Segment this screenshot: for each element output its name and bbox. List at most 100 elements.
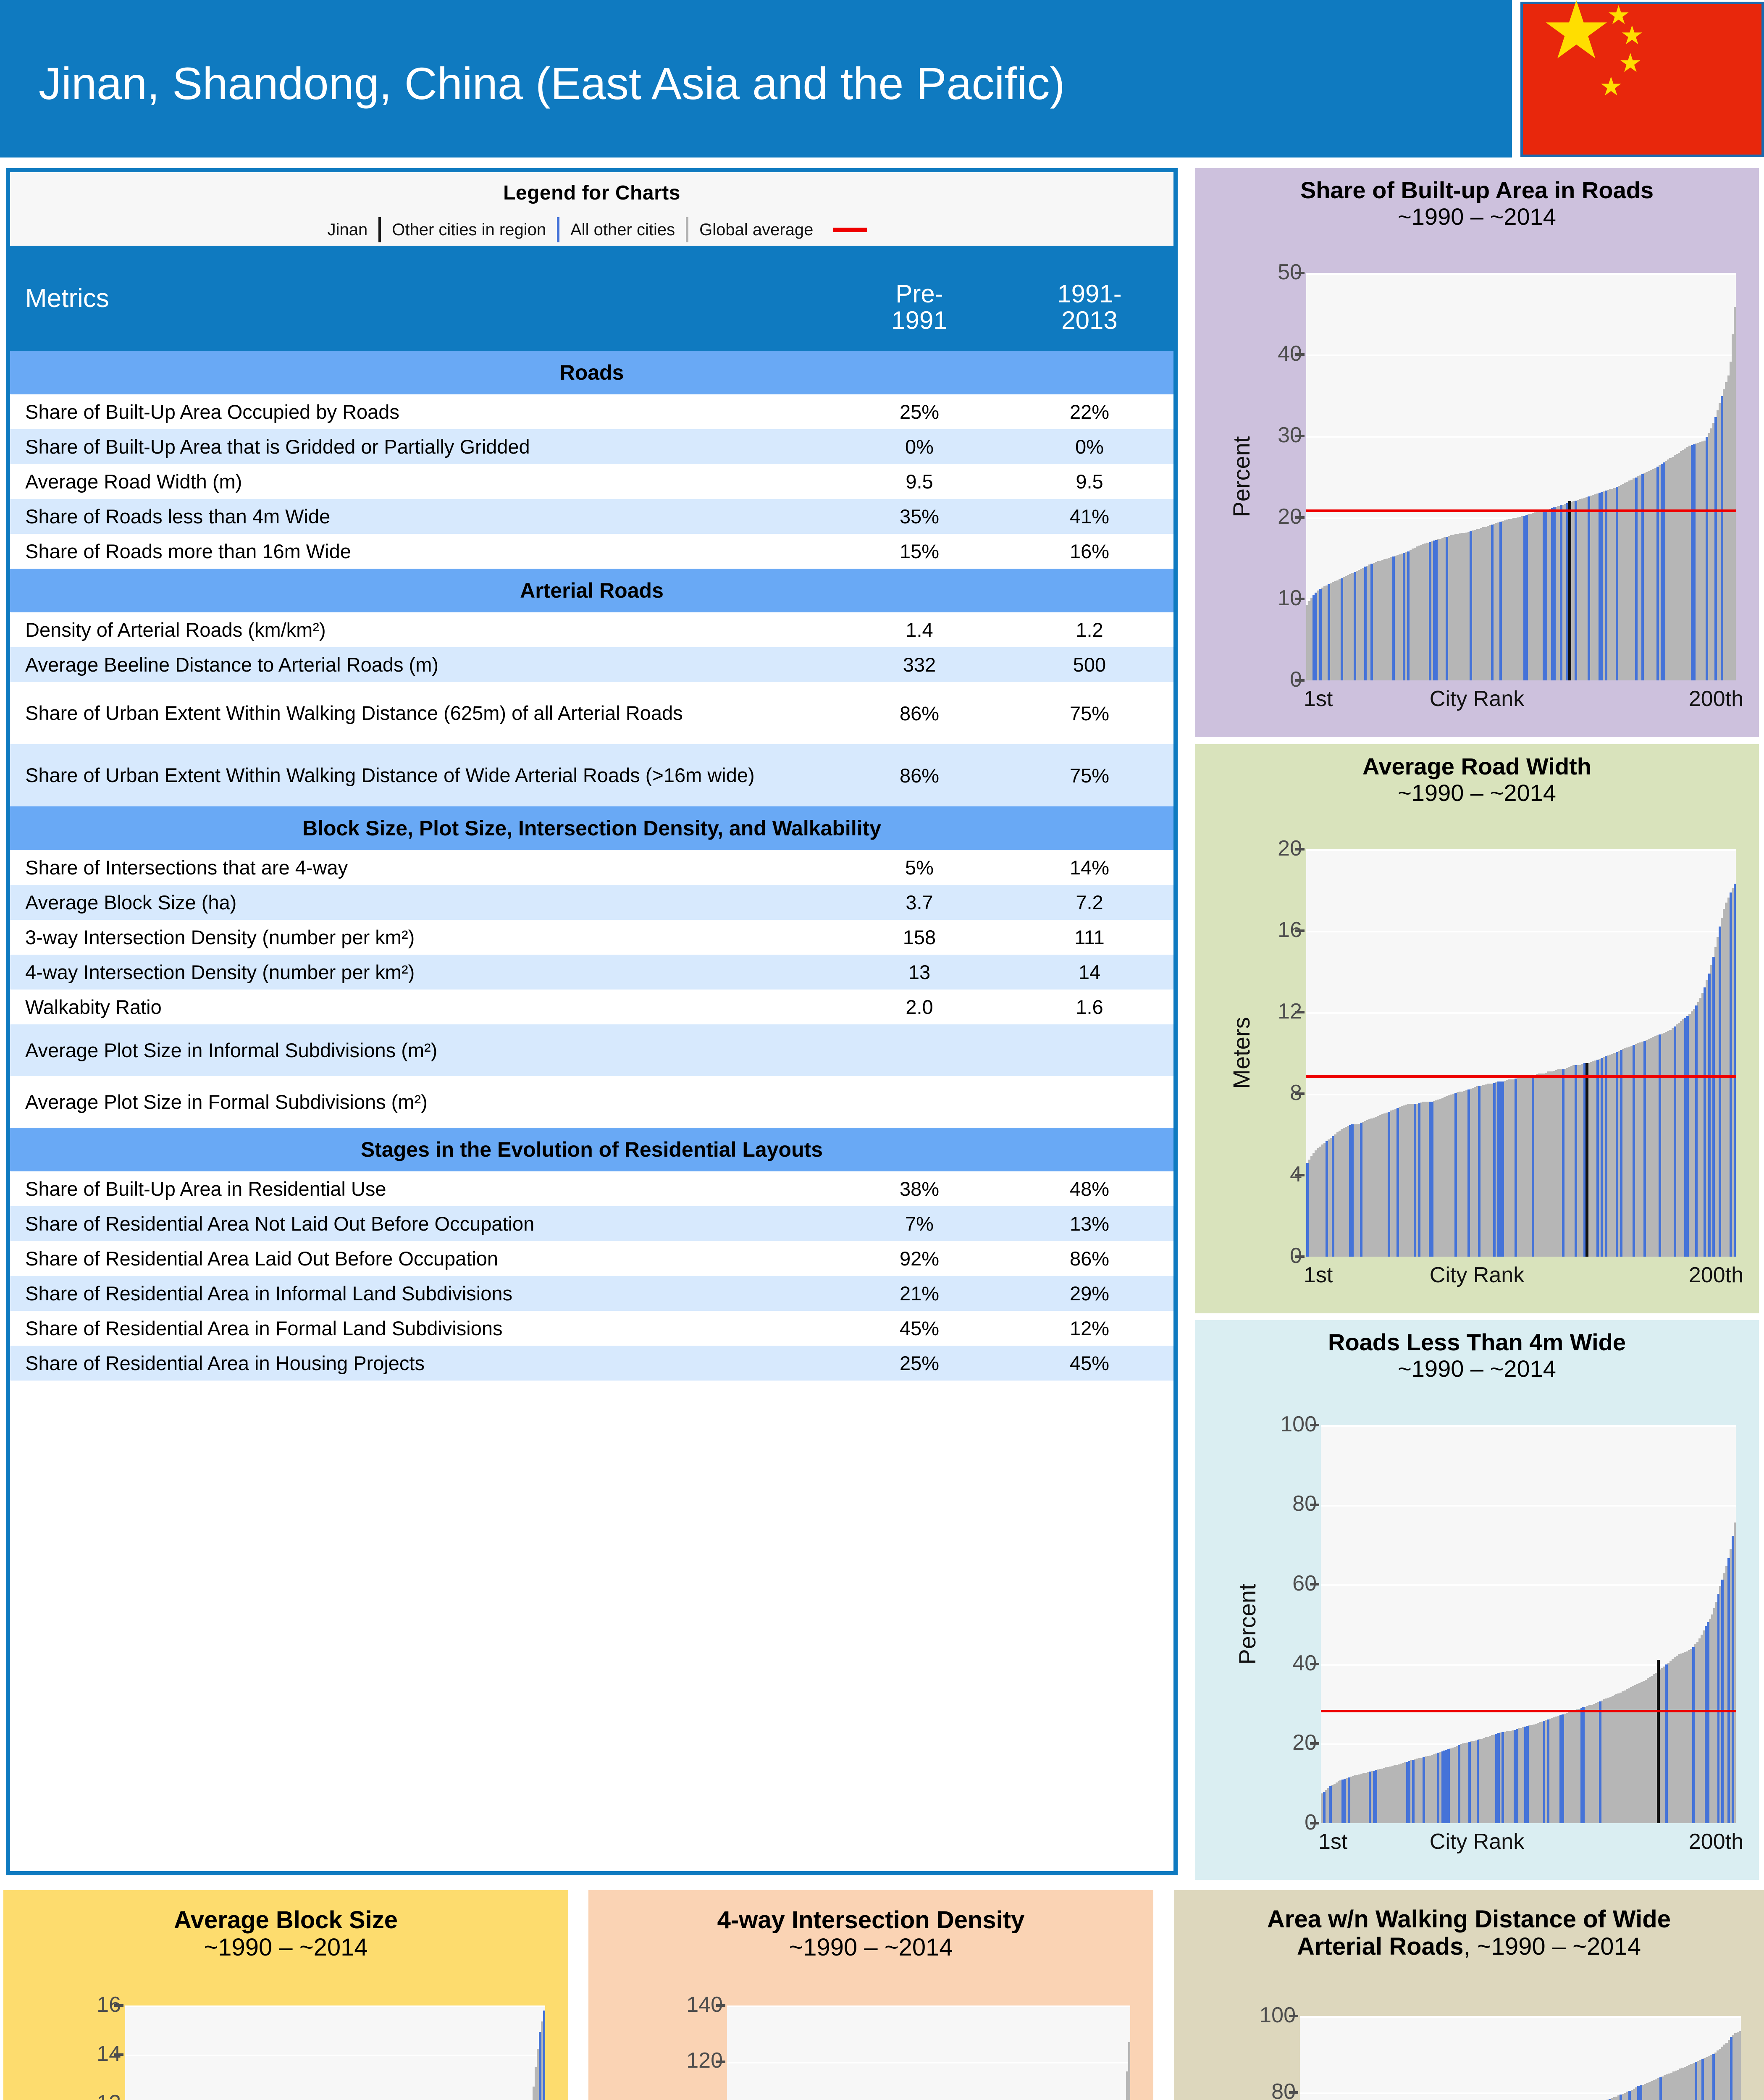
metric-value-1991-2013: 9.5 xyxy=(1076,470,1103,493)
chart-ytick-mark xyxy=(1295,848,1305,850)
chart-bar-other-city xyxy=(1572,1711,1575,1823)
chart-bar-other-city xyxy=(1702,1630,1705,1823)
chart-bar-other-city xyxy=(1688,1650,1691,1823)
chart-bar-other-city xyxy=(1630,2090,1633,2100)
chart-bar-other-city xyxy=(1444,1097,1446,1257)
chart-bar-region-city xyxy=(1524,1726,1527,1823)
table-row: 3-way Intersection Density (number per k… xyxy=(10,920,1173,955)
chart-bar-other-city xyxy=(1450,1094,1453,1257)
chart-bar-other-city xyxy=(1584,1706,1587,1823)
metric-value-1991-2013 xyxy=(1005,1076,1173,1128)
chart-bar-other-city xyxy=(1679,2068,1682,2100)
chart-bar-other-city xyxy=(1437,539,1440,680)
chart-bar-other-city xyxy=(1529,513,1532,680)
metric-value-pre1991: 9.5 xyxy=(906,470,933,493)
table-row: 4-way Intersection Density (number per k… xyxy=(10,955,1173,990)
chart-bar-other-city xyxy=(1727,375,1730,680)
chart-bar-other-city xyxy=(1404,1762,1407,1823)
metric-label: Share of Built-Up Area Occupied by Roads xyxy=(25,401,399,423)
chart-bar-other-city xyxy=(1675,1655,1678,1823)
chart-bar-region-city xyxy=(1435,540,1438,680)
chart-title: Average Block Size ~1990 – ~2014 xyxy=(3,1906,568,1961)
chart-bar-other-city xyxy=(1396,555,1399,680)
chart-bar-other-city xyxy=(1694,1644,1697,1823)
chart-bar-other-city xyxy=(1362,1122,1365,1257)
chart-bar-other-city xyxy=(1465,532,1468,680)
chart-bar-other-city xyxy=(1420,545,1423,680)
chart-bar-other-city xyxy=(1586,1706,1589,1823)
chart-ytick-label: 14 xyxy=(97,2041,121,2066)
chart-bar-other-city xyxy=(1503,1732,1506,1823)
chart-bar-other-city xyxy=(1684,1652,1687,1823)
chart-bar-region-city xyxy=(1408,1761,1411,1823)
table-row: Share of Residential Area in Formal Land… xyxy=(10,1311,1173,1346)
chart-bar-other-city xyxy=(1484,526,1487,680)
chart-bar-other-city xyxy=(1405,1104,1408,1257)
table-row: Share of Roads less than 4m Wide 35% 41% xyxy=(10,499,1173,534)
metric-label: Share of Built-Up Area in Residential Us… xyxy=(25,1178,386,1200)
table-row: Average Plot Size in Informal Subdivisio… xyxy=(10,1024,1173,1076)
chart-plot-area xyxy=(125,2006,545,2100)
chart-bar-other-city xyxy=(1349,574,1352,680)
chart-gridline xyxy=(125,2006,545,2007)
chart-bar-other-city xyxy=(1630,1046,1633,1257)
chart-bar-other-city xyxy=(1538,1722,1541,1823)
chart-bar-other-city xyxy=(1364,1121,1367,1257)
chart-bar-other-city xyxy=(1386,1112,1389,1257)
chart-bar-other-city xyxy=(1439,538,1442,680)
chart-bar-other-city xyxy=(1360,1774,1363,1823)
table-row: Share of Built-Up Area Occupied by Roads… xyxy=(10,394,1173,429)
chart-bar-other-city xyxy=(1357,1124,1360,1257)
chart-bar-other-city xyxy=(1721,918,1724,1257)
chart-ytick-mark xyxy=(1310,1503,1319,1506)
metric-value-1991-2013: 111 xyxy=(1074,926,1105,948)
page-title: Jinan, Shandong, China (East Asia and th… xyxy=(39,58,1065,109)
section-title: Arterial Roads xyxy=(520,579,664,602)
chart-bar-other-city xyxy=(1345,1127,1348,1257)
metric-value-1991-2013: 7.2 xyxy=(1076,891,1103,914)
chart-bar-other-city xyxy=(1665,1032,1668,1257)
chart-bar-other-city xyxy=(1484,1084,1487,1257)
chart-bar-other-city xyxy=(1450,535,1453,680)
chart-bar-other-city xyxy=(1403,1105,1406,1257)
chart-bar-region-city xyxy=(1732,1536,1734,1823)
chart-bar-other-city xyxy=(1377,1769,1380,1823)
chart-bar-other-city xyxy=(1563,1714,1566,1823)
chart-bar-other-city xyxy=(1668,2073,1671,2100)
chart-bar-region-city xyxy=(1684,1017,1687,1257)
chart-bar-other-city xyxy=(1469,1089,1472,1257)
chart-bar-other-city xyxy=(1596,494,1599,680)
chart-ytick-label: 20 xyxy=(1278,836,1302,861)
chart-bar-other-city xyxy=(1342,1128,1345,1257)
chart-bar-other-city xyxy=(1387,1767,1390,1823)
chart-bar-region-city xyxy=(1719,926,1722,1257)
chart-bar-other-city xyxy=(1431,541,1433,680)
chart-gridline xyxy=(1321,1664,1736,1666)
chart-bar-other-city xyxy=(1529,1075,1532,1257)
chart-bar-other-city xyxy=(1667,459,1670,680)
chart-bar-other-city xyxy=(1655,1672,1658,1823)
chart-bar-other-city xyxy=(1704,441,1706,680)
metric-label: Share of Residential Area Not Laid Out B… xyxy=(25,1213,535,1235)
chart-bar-other-city xyxy=(1486,1084,1489,1257)
chart-bar-other-city xyxy=(1506,519,1509,680)
chart-bar-region-city xyxy=(1701,2059,1704,2100)
chart-bar-other-city xyxy=(1523,1077,1526,1257)
chart-ytick-mark xyxy=(1295,679,1305,682)
chart-bar-other-city xyxy=(1648,471,1651,680)
chart-bar-other-city xyxy=(1394,556,1397,680)
chart-bar-other-city xyxy=(1671,1659,1674,1823)
metric-label: Walkabity Ratio xyxy=(25,996,162,1018)
chart-bar-region-city xyxy=(1729,892,1732,1257)
chart-subtitle: ~1990 – ~2014 xyxy=(204,1933,368,1961)
chart-ytick-mark xyxy=(1295,435,1305,437)
chart-bar-other-city xyxy=(1613,1053,1616,1257)
chart-bar-other-city xyxy=(1411,1104,1414,1257)
chart-bar-other-city xyxy=(1362,1773,1365,1823)
metric-label: Density of Arterial Roads (km/km²) xyxy=(25,619,326,641)
chart-bar-other-city xyxy=(1701,1635,1703,1823)
chart-bar-other-city xyxy=(1588,1063,1591,1257)
metric-label: Average Plot Size in Informal Subdivisio… xyxy=(25,1039,438,1061)
chart-bar-other-city xyxy=(1654,1036,1657,1257)
chart-bar-other-city xyxy=(1521,1077,1524,1257)
